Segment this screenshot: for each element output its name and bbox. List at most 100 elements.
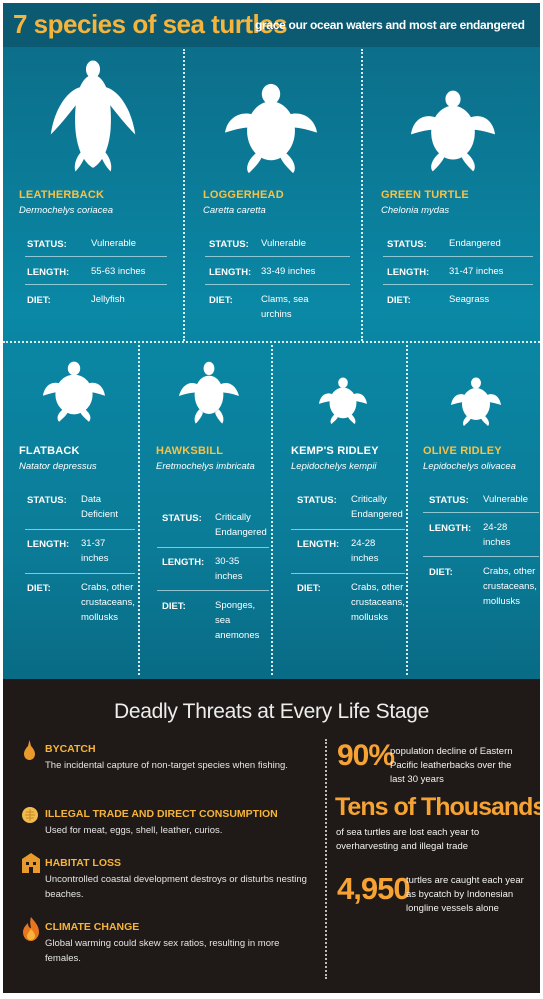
row-rule: [157, 547, 269, 548]
species-card-green-turtle: GREEN TURTLE Chelonia mydas STATUS: Enda…: [377, 53, 537, 338]
row-rule: [25, 573, 135, 574]
status-value: Data Deficient: [81, 494, 118, 520]
diet-label: DIET:: [209, 295, 233, 306]
length-label: LENGTH:: [162, 557, 205, 568]
diet-value: Jellyfish: [91, 294, 125, 305]
kemps-ridley-turtle-icon: [319, 377, 367, 425]
threat-description: Uncontrolled coastal development destroy…: [45, 874, 307, 900]
length-value: 33-49 inches: [261, 266, 316, 277]
species-scientific-name: Lepidochelys olivacea: [423, 461, 516, 472]
status-label: STATUS:: [429, 495, 469, 506]
diet-label: DIET:: [429, 567, 453, 578]
diet-value: Crabs, other crustaceans, mollusks: [483, 566, 537, 607]
row-rule: [291, 573, 405, 574]
threat-heading: CLIMATE CHANGE: [45, 921, 140, 933]
olive-ridley-turtle-icon: [451, 377, 501, 426]
column-divider: [138, 345, 140, 675]
species-name: KEMP'S RIDLEY: [291, 445, 379, 457]
row-rule: [205, 284, 350, 285]
species-card-hawksbill: HAWKSBILL Eretmochelys imbricata STATUS:…: [153, 347, 269, 673]
row-rule: [25, 256, 167, 257]
threat-heading: HABITAT LOSS: [45, 857, 122, 869]
green-turtle-icon: [411, 90, 495, 172]
page-title: 7 species of sea turtles: [13, 9, 288, 39]
diet-value: Crabs, other crustaceans, mollusks: [81, 582, 135, 623]
species-scientific-name: Eretmochelys imbricata: [156, 461, 255, 472]
status-label: STATUS:: [387, 239, 427, 250]
row-rule: [383, 284, 533, 285]
flame-icon: [23, 917, 39, 941]
row-rule: [25, 284, 167, 285]
diet-label: DIET:: [387, 295, 411, 306]
flatback-turtle-icon: [43, 361, 105, 422]
status-value: Vulnerable: [483, 494, 529, 505]
section-divider: [325, 739, 327, 979]
threat-description: Used for meat, eggs, shell, leather, cur…: [45, 825, 223, 836]
species-scientific-name: Caretta caretta: [203, 205, 266, 216]
length-value: 31-47 inches: [449, 266, 504, 277]
row-rule: [423, 556, 539, 557]
row-rule: [205, 256, 350, 257]
status-label: STATUS:: [27, 239, 67, 250]
length-label: LENGTH:: [387, 267, 430, 278]
species-card-flatback: FLATBACK Natator depressus STATUS: Data …: [19, 347, 135, 673]
species-name: OLIVE RIDLEY: [423, 445, 502, 457]
column-divider: [183, 49, 185, 341]
column-divider: [406, 345, 408, 675]
threat-heading: BYCATCH: [45, 743, 96, 755]
species-card-leatherback: LEATHERBACK Dermochelys coriacea STATUS:…: [19, 53, 179, 338]
length-label: LENGTH:: [297, 539, 340, 550]
length-label: LENGTH:: [209, 267, 252, 278]
species-scientific-name: Natator depressus: [19, 461, 97, 472]
status-label: STATUS:: [209, 239, 249, 250]
length-value: 55-63 inches: [91, 266, 146, 277]
diet-label: DIET:: [27, 295, 51, 306]
row-rule: [157, 590, 269, 591]
status-label: STATUS:: [27, 495, 67, 506]
species-card-olive-ridley: OLIVE RIDLEY Lepidochelys olivacea STATU…: [421, 347, 539, 673]
loggerhead-turtle-icon: [225, 83, 317, 174]
threat-heading: ILLEGAL TRADE AND DIRECT CONSUMPTION: [45, 808, 278, 820]
species-section: 7 species of sea turtles grace our ocean…: [3, 3, 540, 679]
species-card-loggerhead: LOGGERHEAD Caretta caretta STATUS: Vulne…: [199, 53, 357, 338]
row-divider: [3, 341, 540, 343]
species-name: LEATHERBACK: [19, 189, 105, 201]
status-value: Vulnerable: [91, 238, 137, 249]
status-label: STATUS:: [297, 495, 337, 506]
column-divider: [271, 345, 273, 675]
status-value: Vulnerable: [261, 238, 307, 249]
status-value: Critically Endangered: [215, 512, 267, 538]
stat-text: population decline of Eastern Pacific le…: [390, 746, 513, 785]
diet-label: DIET:: [297, 583, 321, 594]
threat-description: The incidental capture of non-target spe…: [45, 760, 288, 771]
length-value: 24-28 inches: [351, 538, 379, 564]
row-rule: [291, 529, 405, 530]
stat-text: turtles are caught each year as bycatch …: [406, 875, 524, 914]
shell-icon: [22, 807, 38, 823]
species-scientific-name: Chelonia mydas: [381, 205, 450, 216]
hook-icon: [24, 740, 35, 760]
hawksbill-turtle-icon: [179, 361, 239, 424]
species-card-kemps-ridley: KEMP'S RIDLEY Lepidochelys kempii STATUS…: [287, 347, 405, 673]
stat-text: of sea turtles are lost each year to ove…: [336, 827, 480, 852]
stat-number: 90%: [337, 739, 395, 772]
diet-label: DIET:: [162, 601, 186, 612]
length-label: LENGTH:: [429, 523, 472, 534]
diet-value: Sponges, sea anemones: [215, 600, 260, 641]
diet-value: Clams, sea urchins: [261, 294, 309, 320]
species-name: HAWKSBILL: [156, 445, 224, 457]
threat-description: Global warming could skew sex ratios, re…: [45, 938, 280, 964]
diet-label: DIET:: [27, 583, 51, 594]
species-name: LOGGERHEAD: [203, 189, 284, 201]
infographic-page: 7 species of sea turtles grace our ocean…: [3, 3, 540, 993]
page-subtitle: grace our ocean waters and most are enda…: [255, 18, 525, 32]
species-name: GREEN TURTLE: [381, 189, 469, 201]
leatherback-turtle-icon: [50, 60, 136, 172]
stat-number: Tens of Thousands: [335, 793, 540, 821]
diet-value: Seagrass: [449, 294, 490, 305]
row-rule: [25, 529, 135, 530]
status-value: Critically Endangered: [351, 494, 403, 520]
species-scientific-name: Lepidochelys kempii: [291, 461, 377, 472]
threats-title: Deadly Threats at Every Life Stage: [113, 700, 430, 723]
row-rule: [383, 256, 533, 257]
